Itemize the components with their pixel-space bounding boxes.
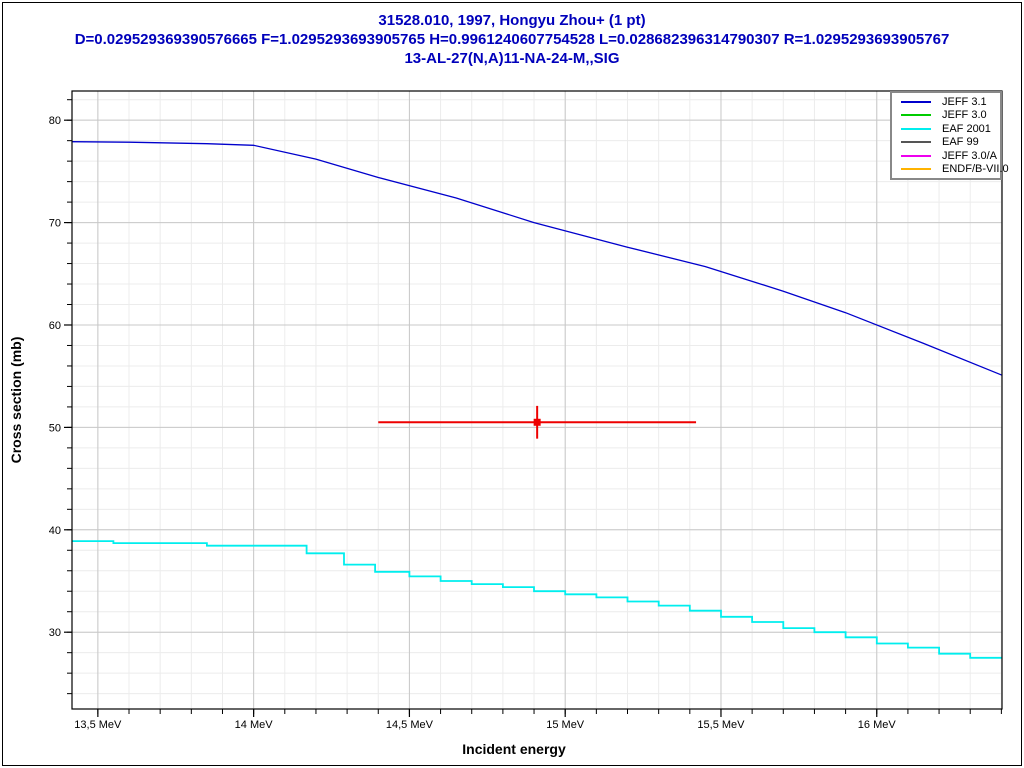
- legend-line-sample: [901, 154, 931, 157]
- chart-legend: JEFF 3.1 JEFF 3.0 EAF 2001 EAF 99 JEFF 3.0/A…: [890, 91, 1009, 180]
- y-tick-label: 80: [49, 115, 61, 127]
- legend-item: JEFF 3.0: [892, 109, 1000, 122]
- fit-parameters: D=0.029529369390576665 F=1.0295293693905…: [74, 31, 950, 48]
- x-tick-label: 14,5 MeV: [386, 719, 434, 731]
- legend-line-sample: [901, 141, 931, 144]
- x-axis-title: Incident energy: [462, 741, 566, 757]
- y-axis-title: Cross section (mb): [8, 336, 24, 464]
- dataset-title: 31528.010, 1997, Hongyu Zhou+ (1 pt): [378, 12, 646, 29]
- legend-label: JEFF 3.1: [942, 95, 987, 108]
- series-jeff-3-1: [71, 141, 1003, 376]
- y-tick-label: 40: [49, 525, 61, 537]
- y-tick-label: 50: [49, 422, 61, 434]
- legend-item: JEFF 3.1: [892, 95, 1000, 108]
- legend-label: JEFF 3.0/A: [942, 149, 998, 162]
- x-tick-label: 15,5 MeV: [697, 719, 745, 731]
- x-tick-label: 14 MeV: [235, 719, 274, 731]
- legend-label: ENDF/B-VII.0: [942, 163, 1009, 176]
- plot-border: [71, 90, 1003, 710]
- y-tick-label: 60: [49, 320, 61, 332]
- series-eaf-2001: [72, 540, 1002, 659]
- reaction-label: 13-AL-27(N,A)11-NA-24-M,,SIG: [404, 50, 620, 67]
- y-tick-label: 30: [49, 627, 61, 639]
- x-tick-label: 13,5 MeV: [74, 719, 122, 731]
- legend-line-sample: [901, 127, 931, 130]
- legend-item: EAF 99: [892, 136, 1000, 149]
- legend-label: EAF 99: [942, 136, 979, 149]
- data-point-marker: [533, 418, 541, 426]
- legend-line-sample: [901, 114, 931, 117]
- legend-item: ENDF/B-VII.0: [892, 163, 1009, 176]
- legend-item: EAF 2001: [892, 122, 1000, 135]
- legend-line-sample: [901, 100, 931, 103]
- legend-label: EAF 2001: [942, 122, 991, 135]
- y-tick-label: 70: [49, 218, 61, 230]
- plot-header: 31528.010, 1997, Hongyu Zhou+ (1 pt) D=0…: [0, 11, 1024, 68]
- x-tick-label: 15 MeV: [546, 719, 585, 731]
- legend-item: JEFF 3.0/A: [892, 149, 1000, 162]
- x-tick-label: 16 MeV: [858, 719, 897, 731]
- legend-label: JEFF 3.0: [942, 109, 987, 122]
- legend-line-sample: [901, 168, 931, 171]
